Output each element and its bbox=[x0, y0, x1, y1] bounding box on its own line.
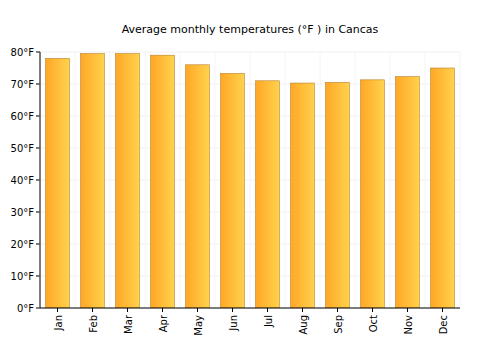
tick bbox=[197, 308, 198, 312]
bar bbox=[221, 73, 245, 308]
bar bbox=[326, 82, 350, 308]
grid-line bbox=[320, 52, 321, 308]
tick-label: 60°F bbox=[11, 111, 35, 122]
tick-label: 80°F bbox=[11, 47, 35, 58]
grid-line bbox=[110, 52, 111, 308]
tick bbox=[442, 308, 443, 312]
tick bbox=[372, 308, 373, 312]
bars bbox=[46, 54, 455, 308]
tick bbox=[302, 308, 303, 312]
tick-label: Jan bbox=[53, 315, 64, 331]
tick bbox=[36, 276, 40, 277]
grid-line bbox=[390, 52, 391, 308]
grid-line bbox=[425, 52, 426, 308]
grid-line bbox=[145, 52, 146, 308]
x-axis bbox=[40, 308, 460, 309]
tick-label: Apr bbox=[158, 314, 169, 332]
tick-label: Feb bbox=[88, 315, 99, 333]
bar bbox=[46, 58, 70, 308]
bar bbox=[396, 77, 420, 308]
tick-label: 50°F bbox=[11, 143, 35, 154]
tick bbox=[337, 308, 338, 312]
bar bbox=[361, 80, 385, 308]
tick bbox=[162, 308, 163, 312]
tick-label: 40°F bbox=[11, 175, 35, 186]
grid-line bbox=[250, 52, 251, 308]
tick bbox=[36, 180, 40, 181]
tick-label: 30°F bbox=[11, 207, 35, 218]
tick bbox=[92, 308, 93, 312]
tick bbox=[36, 212, 40, 213]
grid-line bbox=[285, 52, 286, 308]
tick-label: Oct bbox=[368, 315, 379, 332]
bar bbox=[431, 68, 455, 308]
tick bbox=[36, 244, 40, 245]
tick-label: Jun bbox=[228, 315, 239, 332]
bar bbox=[151, 55, 175, 308]
grid-line bbox=[180, 52, 181, 308]
bar bbox=[186, 65, 210, 308]
bar bbox=[291, 83, 315, 308]
tick bbox=[36, 148, 40, 149]
tick bbox=[36, 84, 40, 85]
tick-label: Mar bbox=[123, 314, 134, 334]
tick-label: Nov bbox=[403, 315, 414, 335]
tick-label: Dec bbox=[438, 315, 449, 334]
tick-label: Aug bbox=[298, 315, 309, 335]
tick bbox=[407, 308, 408, 312]
tick bbox=[232, 308, 233, 312]
grid-line bbox=[75, 52, 76, 308]
tick-label: Jul bbox=[263, 315, 274, 328]
bar bbox=[116, 54, 140, 308]
tick bbox=[127, 308, 128, 312]
tick-label: Sep bbox=[333, 315, 344, 334]
tick-label: May bbox=[193, 315, 204, 336]
title: Average monthly temperatures (°F ) in Ca… bbox=[122, 23, 379, 36]
tick bbox=[36, 116, 40, 117]
y-axis bbox=[40, 52, 41, 308]
grid-line bbox=[40, 52, 41, 308]
grid-line bbox=[355, 52, 356, 308]
grid-line bbox=[40, 308, 460, 309]
bar bbox=[81, 54, 105, 308]
grid-line bbox=[460, 52, 461, 308]
bar bbox=[256, 81, 280, 308]
grid-line bbox=[215, 52, 216, 308]
tick-label: 10°F bbox=[11, 271, 35, 282]
tick bbox=[36, 52, 40, 53]
tick-label: 70°F bbox=[11, 79, 35, 90]
tick-label: 20°F bbox=[11, 239, 35, 250]
tick-label: 0°F bbox=[17, 303, 34, 314]
tick bbox=[57, 308, 58, 312]
tick bbox=[36, 308, 40, 309]
chart: Average monthly temperatures (°F ) in Ca… bbox=[0, 0, 500, 350]
tick bbox=[267, 308, 268, 312]
